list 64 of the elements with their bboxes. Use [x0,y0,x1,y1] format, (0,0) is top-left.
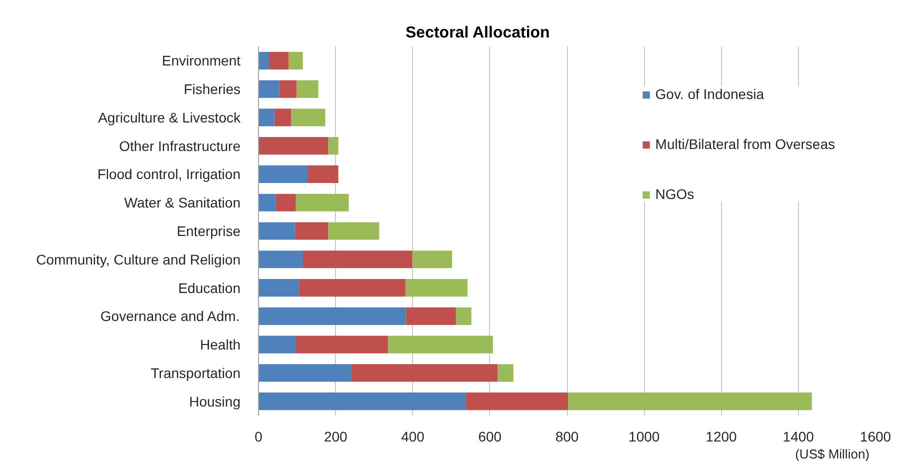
x-tick-label: 200 [324,428,348,444]
bar [258,364,352,382]
bar [258,392,466,410]
y-tick-label: Governance and Adm. [100,308,240,324]
x-tick-label: 400 [401,428,425,444]
bar [388,336,493,354]
bar [307,165,338,184]
y-tick-label: Enterprise [176,223,241,239]
bar [412,250,452,268]
y-tick-label: Fisheries [184,81,241,98]
legend-label: NGOs [655,186,694,202]
bar [258,108,274,126]
bar [294,222,328,240]
chart-title: Sectoral Allocation [406,24,550,42]
y-tick-label: Flood control, Irrigation [97,166,241,182]
x-tick-label: 1000 [628,428,660,444]
bar [258,165,308,184]
x-tick-label: 1400 [782,428,814,444]
bar [276,194,296,212]
legend-label: Multi/Bilateral from Overseas [655,136,835,152]
bar [296,194,349,212]
y-tick-label: Transportation [150,364,240,381]
bar [258,194,276,212]
x-tick-label: 800 [555,428,579,444]
bar [258,80,280,98]
legend-label: Gov. of Indonesia [655,86,764,102]
bar [288,52,303,70]
y-tick-label: Other Infrastructure [119,138,241,154]
bar [258,250,302,268]
bar [258,52,269,70]
y-tick-label: Agriculture & Livestock [98,109,242,126]
x-tick-label: 1600 [860,428,892,444]
bar [328,137,338,155]
y-tick-label: Health [200,336,240,353]
y-tick-label: Housing [189,393,241,410]
y-tick-label: Community, Culture and Religion [36,251,241,268]
x-tick-label: 0 [254,428,263,444]
y-tick-label: Education [178,280,241,296]
bar [258,336,296,354]
bar [568,392,812,410]
bar [328,222,380,240]
y-tick-label: Environment [162,52,241,69]
bar [279,80,297,98]
bar [298,278,406,297]
bar [406,307,456,325]
x-tick-label: 600 [478,428,502,444]
bar [296,80,318,98]
y-tick-label: Water & Sanitation [124,194,241,211]
bar [405,278,468,297]
bar [258,307,406,325]
x-axis-title: (US$ Million) [795,446,870,461]
bar [498,364,514,382]
bar [302,250,412,268]
bar [258,278,299,297]
bar [258,137,328,155]
x-tick-label: 1200 [706,428,738,444]
bar [258,222,295,240]
bar [268,52,289,70]
bar [274,108,292,126]
bar [351,364,498,382]
bar [466,392,568,410]
bar [291,108,326,126]
bar [296,336,388,354]
bar [456,307,472,325]
